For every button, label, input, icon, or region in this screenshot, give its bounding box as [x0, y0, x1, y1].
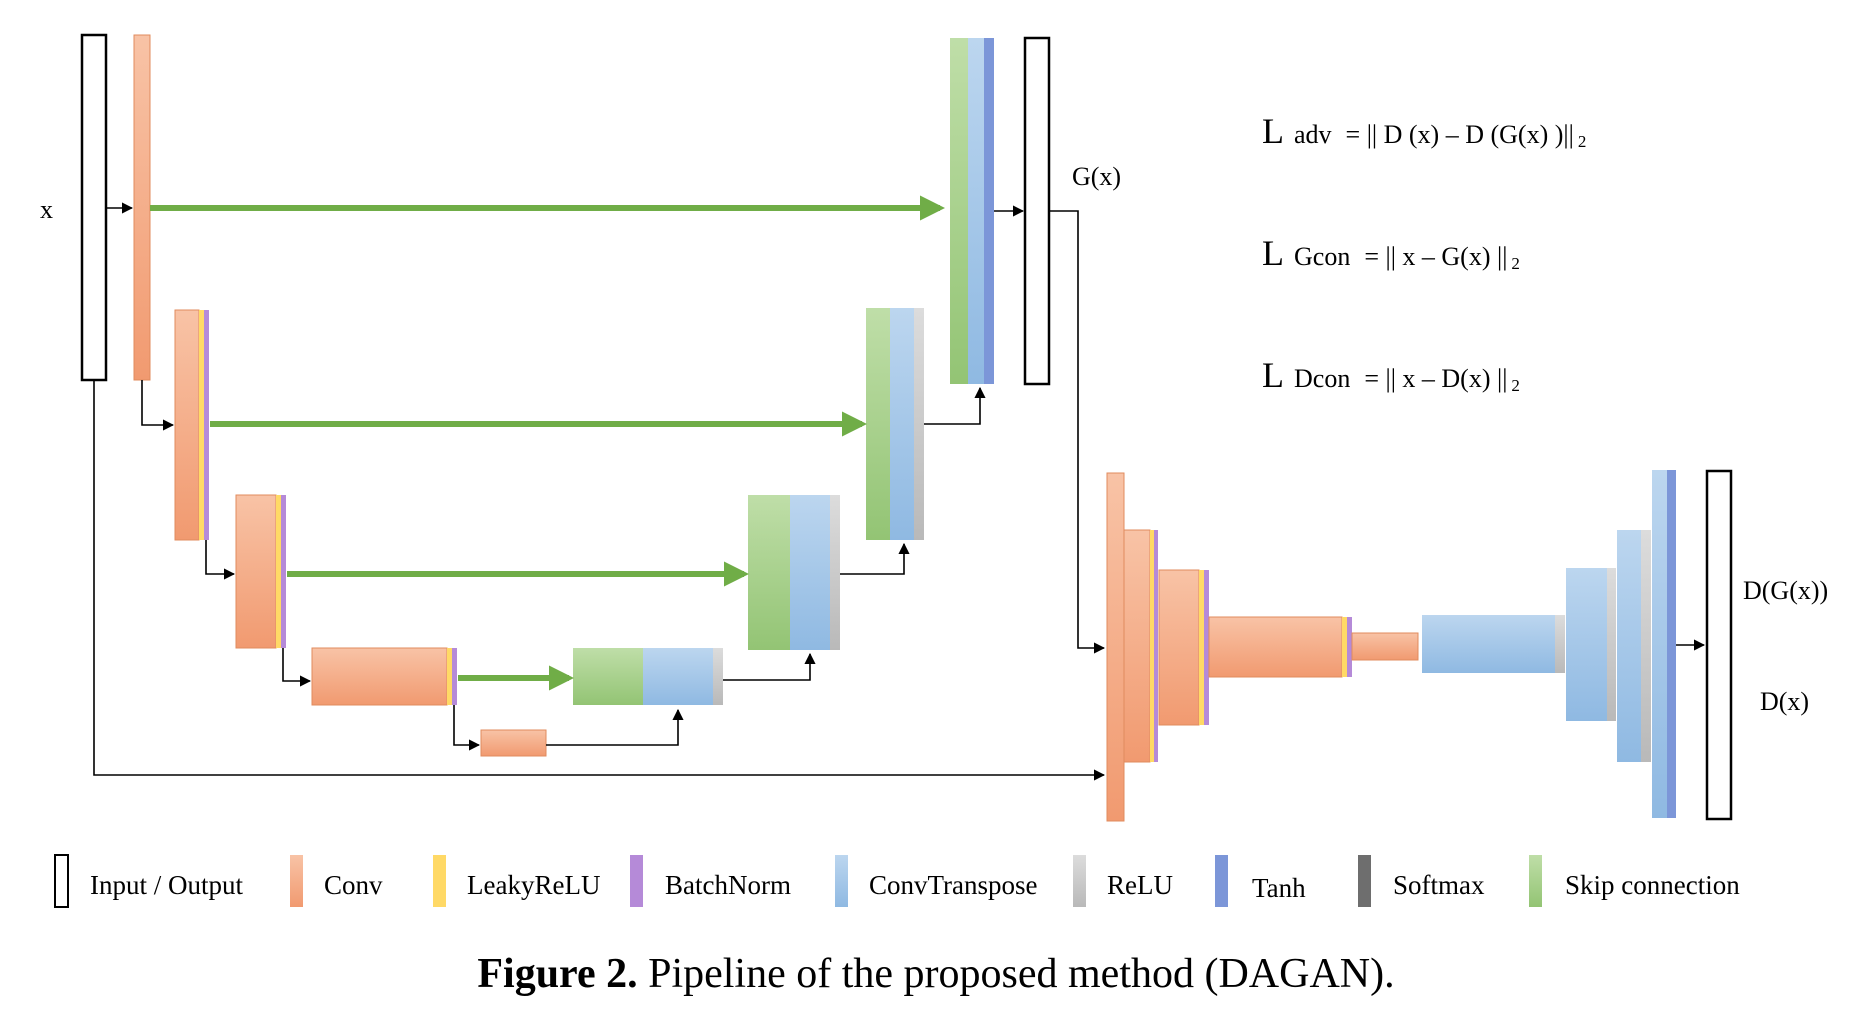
legend: Input / Output Conv LeakyReLU BatchNorm … [54, 854, 1740, 908]
generator-output-block [1023, 36, 1051, 386]
svg-text:L Gcon = || x – G(: L Gcon = || x – G(x) || 2 [1262, 233, 1520, 273]
generator-output-label: G(x) [1072, 162, 1121, 191]
legend-item-leakyrelu: LeakyReLU [433, 855, 600, 907]
legend-item-softmax: Softmax [1358, 855, 1485, 907]
encoder-block-2 [174, 309, 209, 541]
decoder-block-2 [866, 308, 924, 540]
disc-block-2 [1123, 529, 1158, 763]
svg-text:Conv: Conv [324, 870, 383, 900]
encoder-block-4 [311, 647, 457, 706]
disc-output-label-2: D(x) [1760, 687, 1809, 716]
svg-text:Input / Output: Input / Output [90, 870, 243, 900]
svg-text:Tanh: Tanh [1252, 873, 1306, 903]
loss-dcon: L Dcon = || x – D(x) || 2 [1262, 355, 1520, 395]
disc-output-label-1: D(G(x)) [1743, 576, 1828, 605]
encoder-conv-1 [133, 34, 151, 381]
legend-item-tanh: Tanh [1215, 855, 1306, 907]
skip-connections [150, 195, 946, 691]
svg-text:BatchNorm: BatchNorm [665, 870, 791, 900]
svg-text:ReLU: ReLU [1107, 870, 1173, 900]
legend-item-relu: ReLU [1073, 855, 1173, 907]
legend-item-input-output: Input / Output [54, 854, 243, 908]
disc-block-4 [1208, 616, 1352, 678]
caption-label: Figure 2. [477, 951, 638, 997]
decoder-block-4 [573, 648, 723, 705]
disc-block-3 [1158, 569, 1209, 726]
caption-text: Pipeline of the proposed method (DAGAN). [648, 951, 1395, 997]
input-label: x [40, 195, 53, 224]
svg-text:LeakyReLU: LeakyReLU [467, 870, 600, 900]
legend-item-batchnorm: BatchNorm [630, 855, 791, 907]
svg-text:L adv = || D (x) –: L adv = || D (x) – D (G(x) )|| 2 [1262, 111, 1586, 151]
figure-caption: Figure 2. Pipeline of the proposed metho… [0, 950, 1872, 998]
svg-text:ConvTranspose: ConvTranspose [869, 870, 1038, 900]
loss-gcon: L Gcon = || x – G(x) || 2 [1262, 233, 1520, 273]
generator-flow-arrows [93, 202, 1106, 781]
disc-deconv-block-1 [1422, 615, 1565, 673]
decoder-block-1 [950, 38, 994, 384]
bottleneck-conv [480, 729, 547, 757]
discriminator-output-block [1705, 469, 1733, 821]
disc-bottleneck-conv [1351, 632, 1419, 661]
legend-item-conv: Conv [290, 855, 383, 907]
disc-deconv-block-2 [1566, 568, 1616, 721]
legend-item-skip-connection: Skip connection [1529, 855, 1740, 907]
legend-item-convtranspose: ConvTranspose [835, 855, 1038, 907]
disc-deconv-block-4 [1652, 470, 1676, 818]
input-block [80, 33, 108, 382]
svg-text:L Dcon = || x – D(: L Dcon = || x – D(x) || 2 [1262, 355, 1520, 395]
svg-text:Skip connection: Skip connection [1565, 870, 1740, 900]
encoder-block-3 [235, 494, 286, 649]
disc-conv-1 [1106, 472, 1125, 822]
svg-text:Softmax: Softmax [1393, 870, 1485, 900]
loss-adv: L adv = || D (x) – D (G(x) )|| 2 [1262, 111, 1586, 151]
disc-deconv-block-3 [1617, 530, 1651, 762]
decoder-block-3 [748, 495, 840, 650]
